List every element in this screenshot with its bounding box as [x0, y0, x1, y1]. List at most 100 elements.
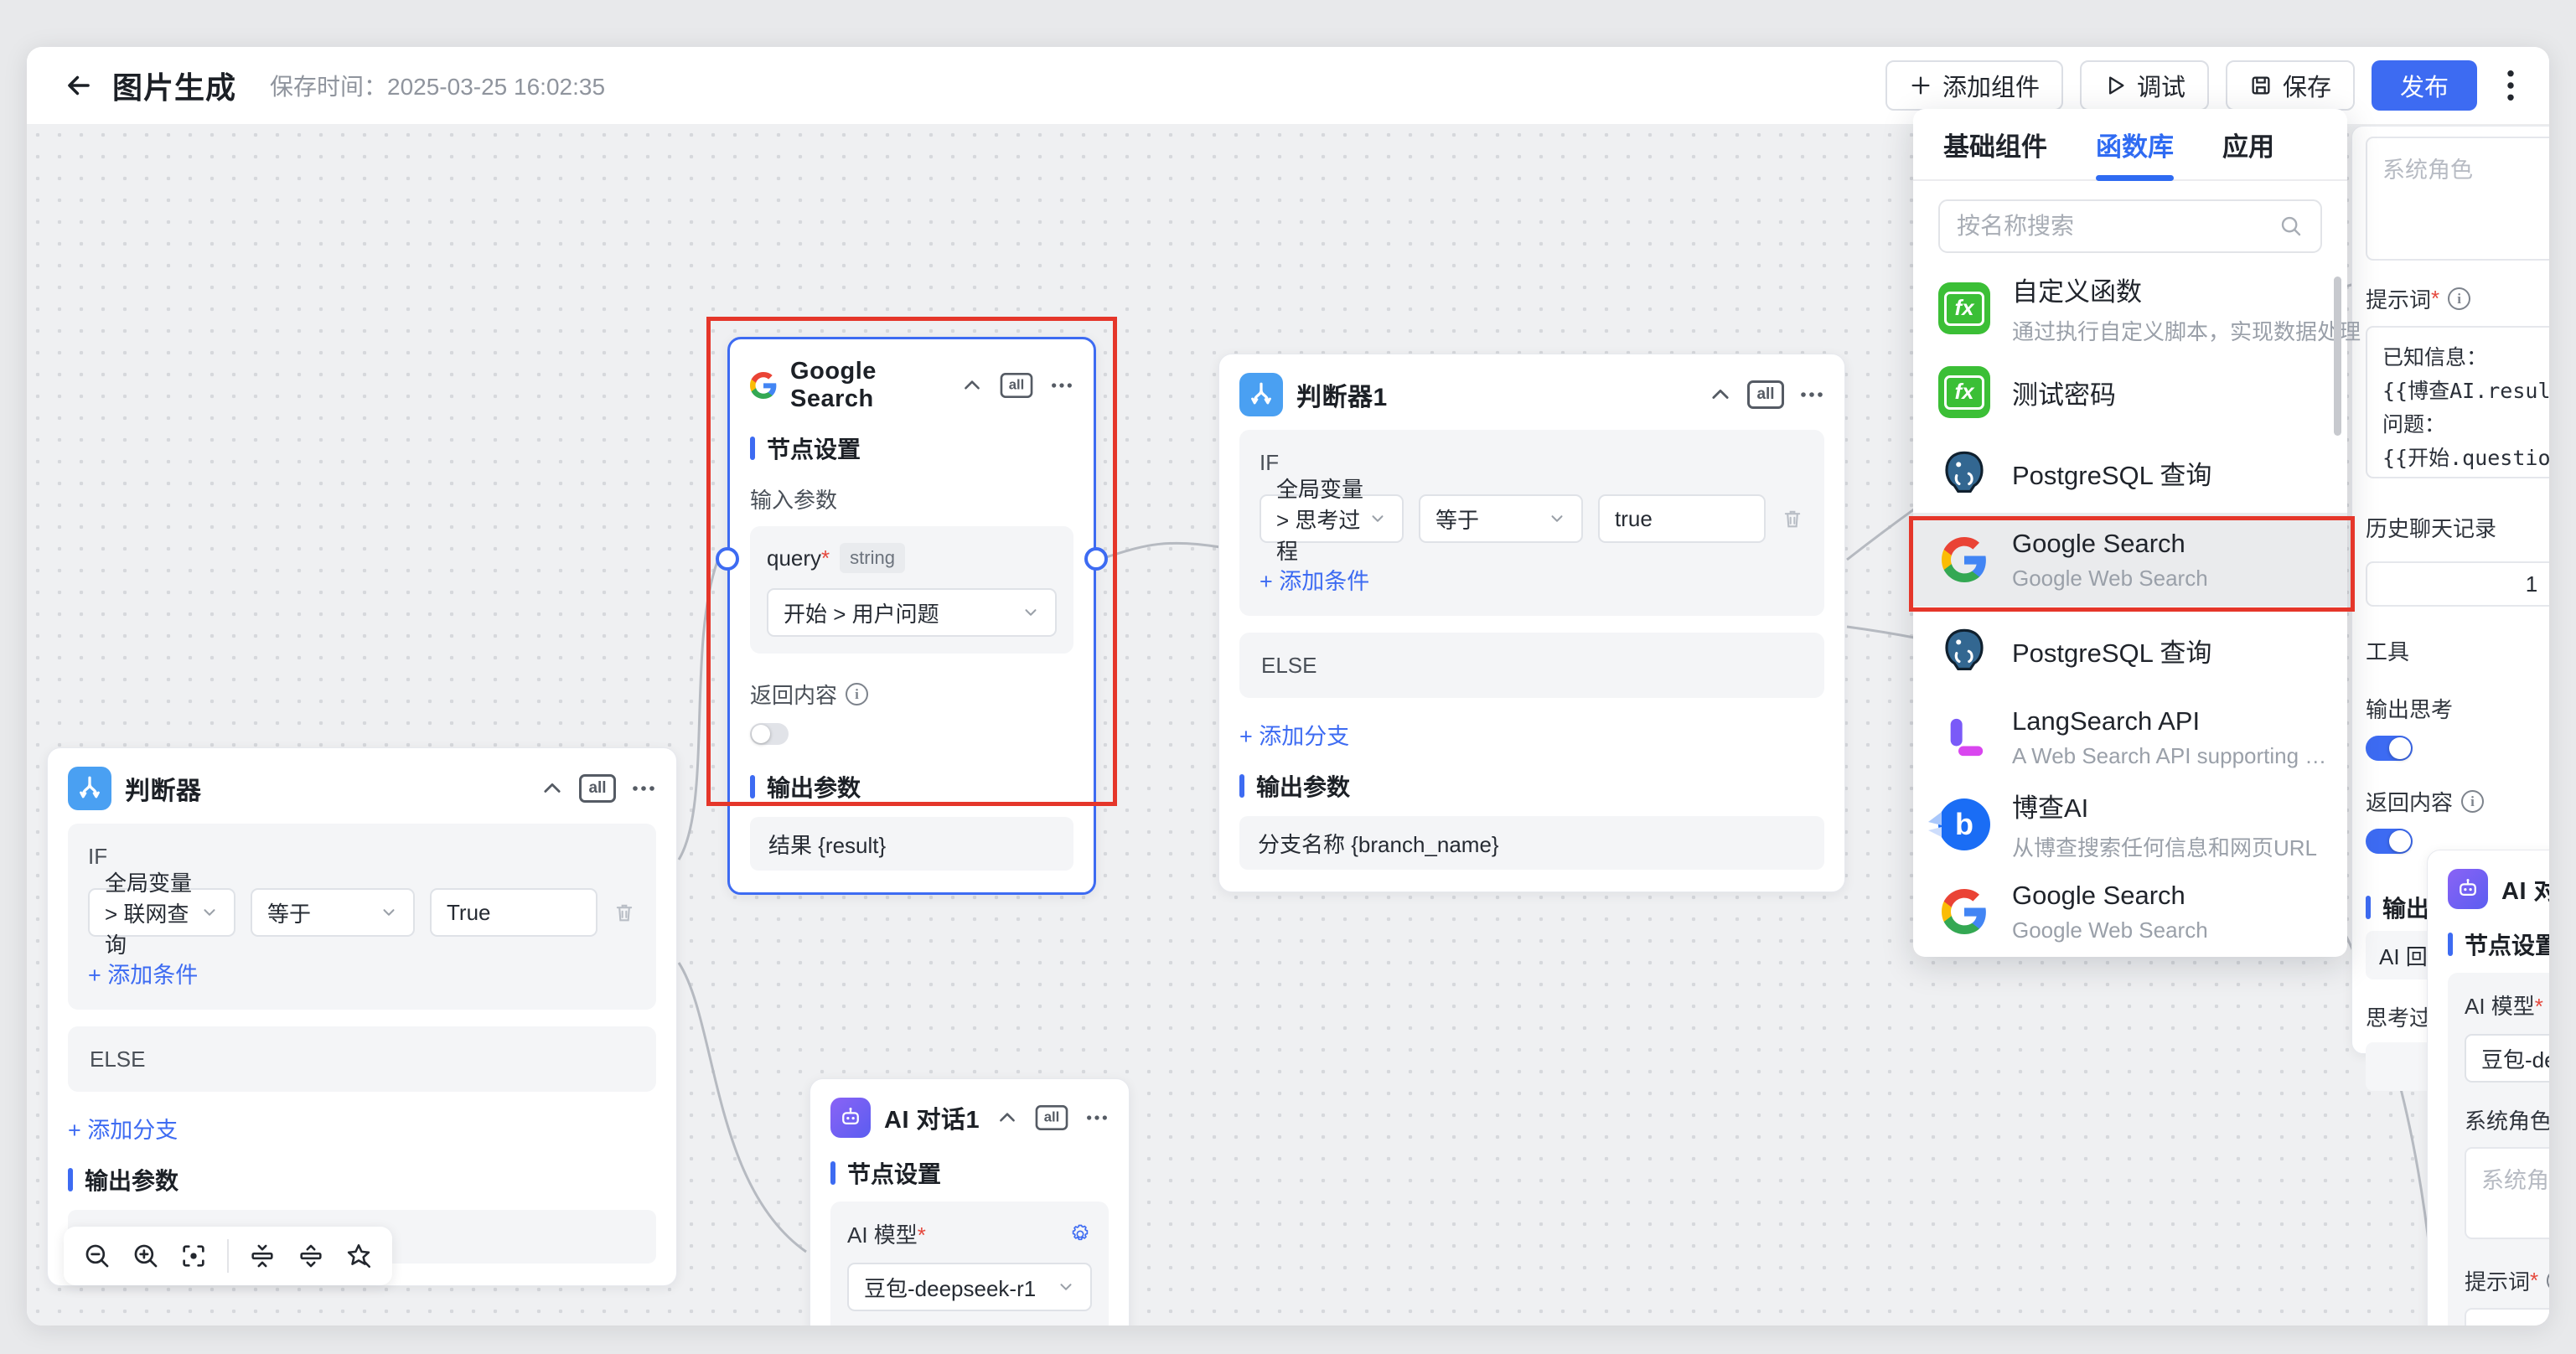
- model-select[interactable]: 豆包-deepseek-r1: [847, 1263, 1092, 1311]
- system-role-textarea[interactable]: [2366, 137, 2549, 261]
- collapse-icon[interactable]: [996, 1107, 1018, 1129]
- query-value-select[interactable]: 开始 > 用户问题: [767, 588, 1057, 637]
- run-all-icon[interactable]: all: [1000, 373, 1033, 398]
- search-input[interactable]: [1957, 213, 2279, 240]
- app-window: 图片生成 保存时间：2025-03-25 16:02:35 添加组件 调试 保存…: [27, 47, 2549, 1326]
- ellipsis-icon[interactable]: [631, 784, 656, 793]
- add-condition-link[interactable]: + 添加条件: [88, 963, 199, 988]
- trash-icon[interactable]: [613, 901, 636, 924]
- if-label: IF: [1260, 450, 1280, 475]
- align-collapse-vertical-button[interactable]: [248, 1242, 277, 1270]
- library-scrollbar[interactable]: [2334, 276, 2341, 436]
- tab-applications[interactable]: 应用: [2222, 132, 2274, 162]
- model-select[interactable]: 豆包-deep: [2465, 1034, 2549, 1083]
- chevron-down-icon: [1548, 509, 1566, 528]
- output-think-toggle[interactable]: [2366, 736, 2413, 761]
- if-branch-section: IF 全局变量 > 思考过程 等于 + 添加条件: [1239, 430, 1824, 616]
- run-all-icon[interactable]: all: [579, 774, 616, 803]
- chevron-down-icon: [1022, 603, 1040, 622]
- list-item-bocha-ai[interactable]: b 博查AI 从博查搜索任何信息和网页URL: [1913, 781, 2347, 868]
- if-label: IF: [88, 844, 108, 869]
- fit-view-button[interactable]: [179, 1242, 208, 1270]
- param-name: query*: [767, 545, 830, 571]
- model-label: AI 模型*: [847, 1222, 926, 1248]
- page-title: 图片生成: [112, 70, 237, 105]
- align-expand-vertical-button[interactable]: [297, 1242, 325, 1270]
- output-param-value: 结果 {result}: [750, 817, 1073, 871]
- add-condition-link[interactable]: + 添加条件: [1260, 569, 1370, 594]
- add-branch-link[interactable]: + 添加分支: [1239, 724, 1350, 749]
- list-item-langsearch[interactable]: LangSearch API A Web Search API supporti…: [1913, 694, 2347, 781]
- add-component-button[interactable]: 添加组件: [1885, 60, 2063, 111]
- node-ai-chat1[interactable]: AI 对话1 all 节点设置 AI 模型* 豆包-deepseek-r1: [810, 1078, 1130, 1326]
- prompt-label: 提示词 *: [2465, 1265, 2549, 1296]
- branch-icon: [68, 767, 111, 810]
- gear-icon[interactable]: [1068, 1222, 1092, 1246]
- auto-layout-star-button[interactable]: [344, 1242, 373, 1270]
- return-content-label: 返回内容: [2366, 786, 2549, 817]
- add-branch-link[interactable]: + 添加分支: [68, 1118, 178, 1143]
- prompt-value[interactable]: 已知信息： {{博查AI 问题： {{开始: [2465, 1308, 2549, 1326]
- condition-value-input[interactable]: [430, 888, 597, 937]
- tab-basic-components[interactable]: 基础组件: [1943, 132, 2047, 162]
- model-label: AI 模型*: [2465, 994, 2543, 1019]
- chevron-down-icon: [1057, 1278, 1075, 1296]
- robot-icon: [830, 1098, 871, 1138]
- publish-button[interactable]: 发布: [2371, 60, 2477, 111]
- node-judge1[interactable]: 判断器1 all IF 全局变量 > 思考过程 等于: [1218, 354, 1845, 892]
- node-google-search[interactable]: Google Search all 节点设置 输入参数 query* strin…: [716, 337, 1108, 895]
- ellipsis-icon[interactable]: [1799, 390, 1824, 399]
- output-port[interactable]: [1084, 547, 1108, 571]
- history-count-input[interactable]: [2366, 561, 2549, 607]
- list-item-postgresql[interactable]: PostgreSQL 查询: [1913, 432, 2347, 513]
- else-branch-section: ELSE: [68, 1026, 656, 1092]
- ellipsis-icon[interactable]: [1085, 1114, 1109, 1122]
- input-params-label: 输入参数: [750, 488, 838, 513]
- node-ai-chat2[interactable]: AI 对话2 节点设置 AI 模型* 豆包-deep 系统角色 提示词* 已知信…: [2427, 850, 2549, 1326]
- zoom-out-button[interactable]: [83, 1242, 111, 1270]
- debug-button[interactable]: 调试: [2079, 60, 2209, 111]
- return-content-toggle[interactable]: [750, 723, 789, 745]
- run-all-icon[interactable]: all: [1747, 380, 1784, 409]
- more-menu-button[interactable]: [2494, 60, 2527, 111]
- input-port[interactable]: [716, 547, 739, 571]
- model-section: AI 模型* 豆包-deepseek-r1 系统角色: [830, 1202, 1109, 1326]
- list-item-postgresql[interactable]: PostgreSQL 查询: [1913, 607, 2347, 694]
- canvas-toolbar: [64, 1227, 392, 1285]
- list-item-custom-function[interactable]: fx 自定义函数 通过执行自定义脚本，实现数据处理: [1913, 265, 2361, 352]
- collapse-icon[interactable]: [961, 375, 983, 396]
- collapse-icon[interactable]: [541, 777, 564, 800]
- zoom-in-button[interactable]: [132, 1242, 160, 1270]
- run-all-icon[interactable]: all: [1035, 1105, 1068, 1130]
- output-params-header: 输出参数: [1239, 769, 1824, 803]
- info-icon: [2547, 1269, 2549, 1292]
- condition-variable-select[interactable]: 全局变量 > 思考过程: [1260, 477, 1404, 564]
- ellipsis-icon[interactable]: [1050, 381, 1073, 390]
- prompt-value[interactable]: 已知信息： {{博查AI.result}} 问题： {{开始.question}…: [2366, 326, 2549, 478]
- else-branch-section: ELSE: [1239, 633, 1824, 698]
- condition-variable-select[interactable]: 全局变量 > 联网查询: [88, 871, 235, 958]
- trash-icon[interactable]: [1781, 507, 1804, 530]
- list-item-test-password[interactable]: fx 测试密码: [1913, 352, 2347, 432]
- tab-function-library[interactable]: 函数库: [2096, 109, 2174, 181]
- return-content-toggle[interactable]: [2366, 829, 2413, 854]
- chevron-down-icon: [1368, 509, 1387, 528]
- play-icon: [2108, 76, 2124, 95]
- google-icon: [750, 371, 777, 400]
- condition-value-input[interactable]: [1598, 494, 1766, 543]
- save-button[interactable]: 保存: [2225, 60, 2355, 111]
- plus-icon: [1911, 76, 1930, 95]
- collapse-icon[interactable]: [1709, 383, 1732, 406]
- search-icon: [2281, 216, 2301, 236]
- list-item-google-search[interactable]: Google Search Google Web Search: [1913, 868, 2347, 955]
- list-item-google-search-selected[interactable]: Google Search Google Web Search: [1913, 513, 2347, 607]
- robot-icon: [2448, 869, 2488, 909]
- node-title: AI 对话1: [884, 1107, 980, 1134]
- condition-operator-select[interactable]: 等于: [251, 888, 415, 937]
- node-judge[interactable]: 判断器 all IF 全局变量 > 联网查询 等于: [47, 747, 677, 1286]
- library-search-box[interactable]: [1938, 199, 2322, 253]
- condition-operator-select[interactable]: 等于: [1419, 494, 1583, 543]
- history-label: 历史聊天记录: [2366, 516, 2497, 541]
- system-role-textarea[interactable]: [2465, 1147, 2549, 1239]
- back-button[interactable]: [60, 67, 97, 104]
